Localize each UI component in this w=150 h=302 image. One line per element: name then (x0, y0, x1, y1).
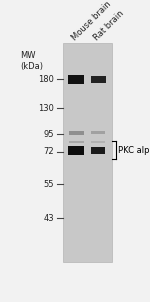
Text: 130: 130 (38, 104, 54, 113)
Text: 43: 43 (44, 214, 54, 223)
Text: Rat brain: Rat brain (92, 8, 126, 42)
Bar (92, 147, 105, 154)
Bar (63, 43, 112, 262)
Text: 72: 72 (44, 147, 54, 156)
Text: MW
(kDa): MW (kDa) (20, 51, 43, 71)
Bar (92, 131, 105, 134)
Bar (91, 76, 106, 83)
Bar (68, 146, 84, 155)
Text: 95: 95 (44, 130, 54, 139)
Bar (69, 131, 84, 135)
Text: 55: 55 (44, 180, 54, 189)
Text: PKC alpha: PKC alpha (118, 146, 150, 155)
Bar (69, 141, 84, 143)
Text: Mouse brain: Mouse brain (70, 0, 113, 42)
Text: 180: 180 (38, 75, 54, 84)
Bar (92, 141, 105, 143)
Bar (68, 75, 84, 84)
